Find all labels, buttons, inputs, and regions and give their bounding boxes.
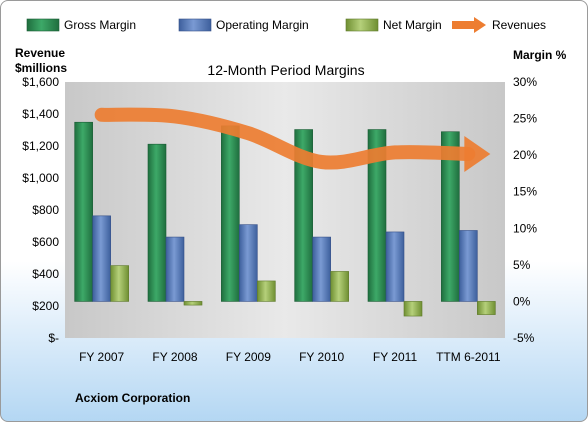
operating-margin-bar [239, 224, 258, 302]
gross-margin-bar [221, 125, 240, 302]
revenue-line [94, 107, 491, 172]
gross-margin-bar [74, 121, 93, 302]
gross-margin-bar [294, 129, 313, 302]
right-tick-label: 0% [513, 294, 531, 308]
left-tick-label: $200 [32, 299, 59, 313]
gross-margin-bar [147, 143, 167, 302]
operating-margin-bar [385, 231, 405, 302]
operating-margin-bar [165, 236, 185, 302]
right-tick-label: 30% [513, 75, 537, 89]
category-label: FY 2009 [226, 350, 271, 364]
net-margin-bar [403, 301, 423, 317]
right-tick-label: -5% [513, 331, 535, 345]
category-label: FY 2007 [79, 350, 124, 364]
legend-swatch [345, 18, 379, 32]
operating-margin-bar [92, 215, 111, 302]
net-margin-bar [110, 265, 129, 302]
right-tick-label: 15% [513, 185, 537, 199]
legend-label: Revenues [492, 18, 546, 32]
operating-margin-bar [312, 236, 331, 302]
net-margin-bar [257, 280, 276, 302]
category-label: FY 2008 [152, 350, 197, 364]
right-tick-label: 20% [513, 148, 537, 162]
gross-margin-bar [441, 131, 460, 302]
operating-margin-bar [459, 230, 478, 302]
right-axis-ticks: -5% 0% 5% 10% 15% 20% 25% 30% [513, 75, 537, 345]
left-tick-label: $1,600 [22, 75, 59, 89]
category-label: FY 2011 [373, 350, 418, 364]
legend-swatch [26, 18, 60, 32]
left-axis-title-line2: $millions [15, 61, 67, 75]
net-margin-bar [477, 301, 496, 315]
category-label: FY 2010 [299, 350, 344, 364]
right-tick-label: 5% [513, 258, 531, 272]
left-tick-label: $1,200 [22, 139, 59, 153]
right-tick-label: 10% [513, 221, 537, 235]
left-tick-label: $800 [32, 203, 59, 217]
left-tick-label: $600 [32, 235, 59, 249]
legend-arrow-revenues [474, 17, 486, 33]
left-tick-label: $1,400 [22, 107, 59, 121]
legend-label: Net Margin [383, 18, 442, 32]
legend-label: Operating Margin [216, 18, 309, 32]
left-tick-label: $1,000 [22, 171, 59, 185]
revenue-arrow-head [464, 136, 491, 172]
right-axis-title: Margin % [513, 48, 567, 62]
company-name: Acxiom Corporation [75, 391, 190, 405]
plot-area [65, 82, 505, 338]
net-margin-bar [330, 271, 349, 302]
legend-label: Gross Margin [64, 18, 136, 32]
left-axis-title-line1: Revenue [15, 46, 65, 60]
left-axis-ticks: $- $200 $400 $600 $800 $1,000 $1,200 $1,400 $1,6… [22, 75, 59, 345]
right-tick-label: 25% [513, 112, 537, 126]
bars [74, 121, 496, 317]
x-axis-ticks: FY 2007 FY 2008 FY 2009 FY 2010 FY 2011 TTM 6… [79, 350, 501, 364]
gross-margin-bar [367, 129, 387, 302]
revenue-line-path [94, 107, 476, 170]
left-tick-label: $400 [32, 267, 59, 281]
left-tick-label: $- [48, 331, 59, 345]
legend-swatch [178, 18, 212, 32]
chart-title: 12-Month Period Margins [207, 62, 364, 78]
net-margin-bar [183, 301, 203, 306]
category-label: TTM 6-2011 [436, 350, 501, 364]
legend: Gross Margin Operating Margin Net Margin Re… [26, 17, 546, 33]
